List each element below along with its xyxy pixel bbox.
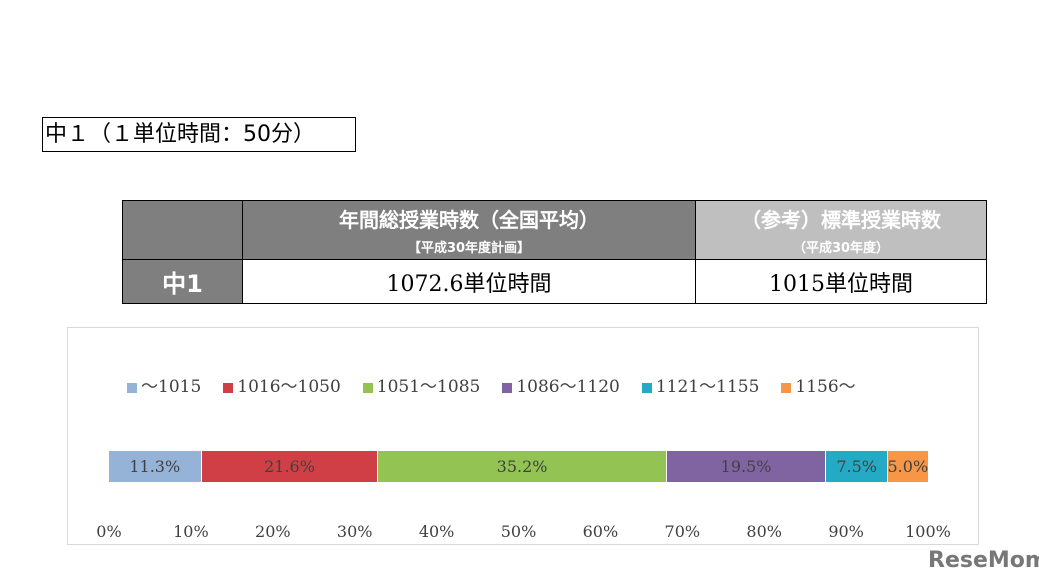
legend-label: 1051～1085 xyxy=(376,377,481,397)
legend-label: 1121～1155 xyxy=(655,377,760,397)
legend-swatch xyxy=(502,382,513,393)
x-tick-label: 90% xyxy=(828,522,864,541)
legend-item: ～1015 xyxy=(127,372,201,397)
header-national-average: 年間総授業時数（全国平均） 【平成30年度計画】 xyxy=(242,200,696,260)
bar-segment: 19.5% xyxy=(666,451,827,482)
data-label: 5.0% xyxy=(887,457,929,476)
legend-item: 1086～1120 xyxy=(502,372,620,397)
data-label: 7.5% xyxy=(836,457,877,476)
bar-segment: 21.6% xyxy=(201,451,379,482)
x-tick-label: 10% xyxy=(173,522,209,541)
data-label: 11.3% xyxy=(129,457,181,476)
legend-label: 1016～1050 xyxy=(237,377,341,397)
data-label: 21.6% xyxy=(264,457,315,476)
header-standard-hours: （参考）標準授業時数 （平成30年度） xyxy=(695,200,987,260)
x-tick-label: 100% xyxy=(905,522,951,541)
row-label: 中1 xyxy=(122,259,243,304)
bar-segment: 5.0% xyxy=(888,451,929,482)
legend-item: 1051～1085 xyxy=(362,372,481,397)
standard-hours-value: 1015単位時間 xyxy=(695,259,987,304)
legend-label: 1086～1120 xyxy=(516,377,620,397)
data-label: 19.5% xyxy=(720,457,772,476)
legend-label: 1156～ xyxy=(795,377,856,397)
corner-cell xyxy=(122,200,243,260)
resemom-logo: ReseMom xyxy=(928,548,1039,573)
bar-segment: 35.2% xyxy=(378,451,667,482)
legend-item: 1156～ xyxy=(781,372,856,397)
x-tick-label: 60% xyxy=(582,522,619,541)
x-tick-label: 50% xyxy=(500,522,537,541)
legend-swatch xyxy=(223,382,234,393)
x-tick-label: 30% xyxy=(336,522,373,541)
data-label: 35.2% xyxy=(496,457,548,476)
legend-label: ～1015 xyxy=(141,377,202,397)
bar-segment: 7.5% xyxy=(826,451,888,482)
page-title: 中１（１単位時間：50分） xyxy=(42,117,356,152)
x-tick-label: 20% xyxy=(255,522,291,541)
legend-swatch xyxy=(781,382,792,393)
x-tick-label: 70% xyxy=(664,522,701,541)
bar-segment: 11.3% xyxy=(109,451,202,482)
legend-swatch xyxy=(641,382,652,393)
x-tick-label: 0% xyxy=(96,522,122,541)
chart-area xyxy=(67,327,979,545)
legend-swatch xyxy=(362,382,373,393)
hours-table: 年間総授業時数（全国平均） 【平成30年度計画】 （参考）標準授業時数 （平成30年… xyxy=(122,200,987,304)
national-average-value: 1072.6単位時間 xyxy=(242,259,696,304)
legend-item: 1121～1155 xyxy=(641,372,760,397)
legend-swatch xyxy=(127,382,137,393)
legend: ～1015 1016～1050 1051～1085 1086～1120 1121～115… xyxy=(127,372,856,397)
x-tick-label: 40% xyxy=(418,522,455,541)
legend-item: 1016～1050 xyxy=(223,372,341,397)
x-tick-label: 80% xyxy=(746,522,782,541)
